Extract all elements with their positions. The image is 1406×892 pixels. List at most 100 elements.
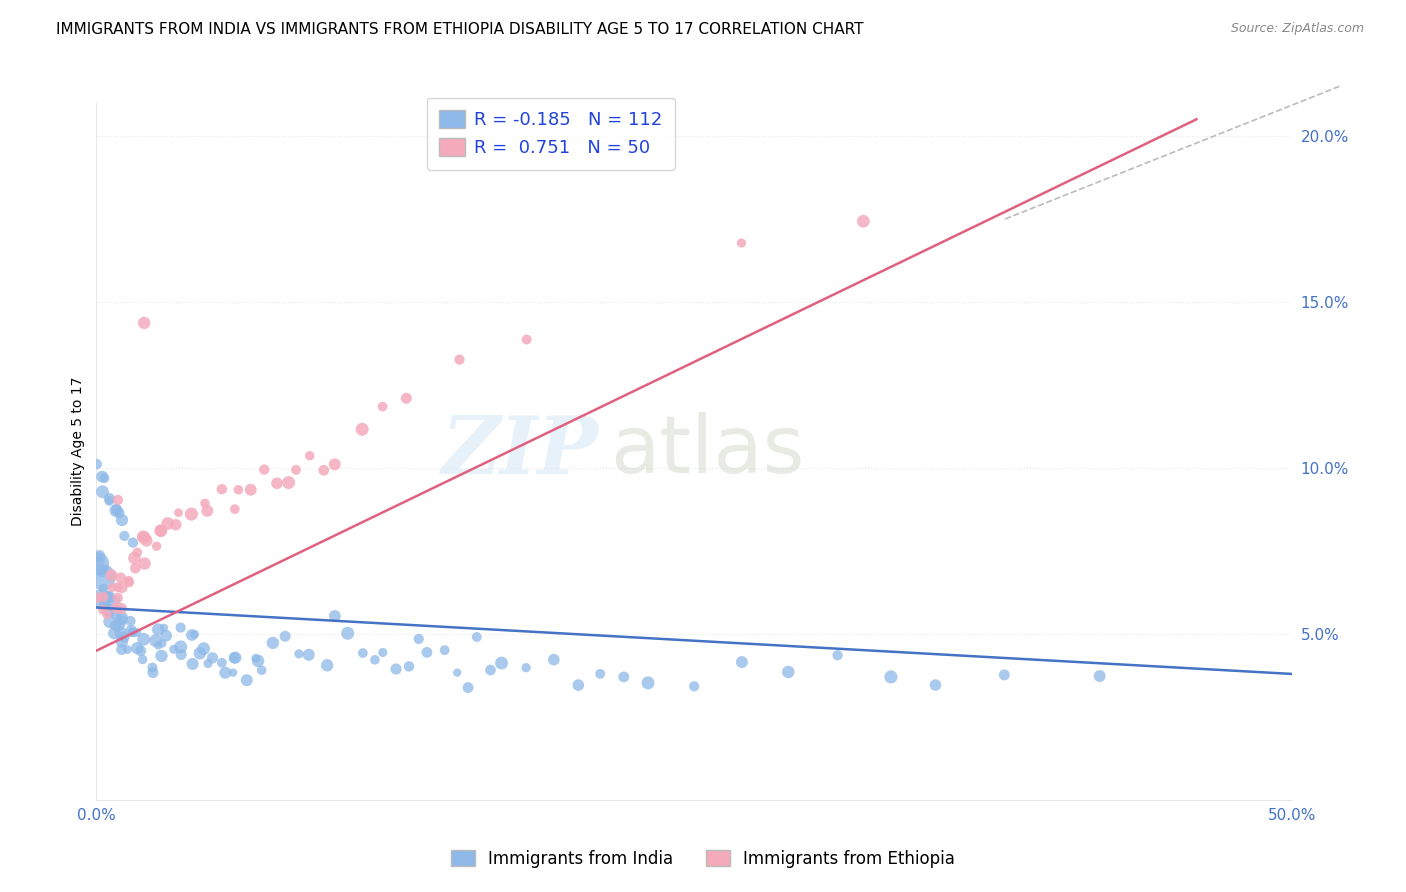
Point — [181, 657, 204, 671]
Point — [97, 603, 120, 617]
Point — [352, 646, 374, 660]
Point — [245, 651, 267, 665]
Text: ZIP: ZIP — [441, 413, 599, 491]
Point — [127, 641, 149, 656]
Point — [107, 591, 129, 605]
Point — [146, 638, 169, 652]
Point — [121, 625, 143, 640]
Point — [86, 557, 108, 571]
Point — [364, 653, 387, 667]
Point — [408, 632, 430, 646]
Point — [222, 665, 245, 680]
Point — [446, 665, 468, 680]
Legend: R = -0.185   N = 112, R =  0.751   N = 50: R = -0.185 N = 112, R = 0.751 N = 50 — [427, 98, 675, 169]
Point — [924, 678, 946, 692]
Point — [993, 668, 1015, 682]
Point — [150, 648, 173, 663]
Point — [266, 476, 288, 491]
Point — [98, 591, 121, 605]
Point — [398, 659, 420, 673]
Text: IMMIGRANTS FROM INDIA VS IMMIGRANTS FROM ETHIOPIA DISABILITY AGE 5 TO 17 CORRELA: IMMIGRANTS FROM INDIA VS IMMIGRANTS FROM… — [56, 22, 863, 37]
Point — [97, 603, 120, 617]
Point — [134, 530, 156, 544]
Point — [98, 494, 121, 508]
Point — [118, 575, 141, 590]
Point — [122, 625, 145, 640]
Point — [194, 496, 217, 510]
Point — [98, 605, 121, 619]
Point — [135, 533, 157, 548]
Point — [118, 574, 141, 588]
Point — [170, 640, 193, 654]
Point — [91, 603, 114, 617]
Point — [93, 582, 115, 596]
Point — [449, 352, 471, 367]
Point — [516, 333, 538, 347]
Point — [250, 663, 273, 677]
Point — [395, 392, 418, 406]
Point — [110, 571, 132, 585]
Point — [170, 648, 193, 662]
Point — [336, 626, 359, 640]
Point — [93, 563, 115, 577]
Point — [880, 670, 903, 684]
Point — [188, 646, 211, 660]
Point — [132, 632, 155, 647]
Point — [371, 645, 394, 659]
Point — [111, 613, 134, 627]
Point — [457, 681, 479, 695]
Point — [224, 502, 246, 516]
Point — [465, 630, 488, 644]
Point — [731, 655, 754, 669]
Point — [111, 610, 134, 624]
Point — [169, 621, 191, 635]
Point — [93, 471, 115, 485]
Point — [96, 590, 118, 604]
Point — [107, 580, 129, 594]
Point — [90, 592, 112, 607]
Point — [141, 660, 163, 674]
Point — [167, 506, 190, 520]
Point — [120, 624, 142, 638]
Point — [352, 422, 374, 436]
Point — [288, 647, 311, 661]
Point — [852, 214, 875, 228]
Point — [247, 654, 270, 668]
Point — [211, 482, 233, 496]
Point — [239, 483, 262, 497]
Point — [589, 666, 612, 681]
Point — [149, 524, 172, 538]
Point — [134, 557, 156, 571]
Point — [491, 656, 513, 670]
Point — [515, 661, 537, 675]
Point — [285, 463, 308, 477]
Point — [165, 517, 187, 532]
Point — [91, 469, 114, 483]
Point — [416, 645, 439, 659]
Point — [124, 551, 146, 566]
Point — [197, 657, 219, 671]
Point — [236, 673, 259, 688]
Point — [103, 626, 125, 640]
Point — [129, 644, 152, 658]
Point — [778, 665, 800, 679]
Point — [637, 676, 659, 690]
Point — [93, 597, 115, 611]
Point — [104, 618, 127, 632]
Legend: Immigrants from India, Immigrants from Ethiopia: Immigrants from India, Immigrants from E… — [444, 844, 962, 875]
Point — [150, 636, 173, 650]
Point — [86, 591, 108, 605]
Point — [111, 581, 134, 595]
Point — [224, 651, 246, 665]
Point — [298, 449, 321, 463]
Point — [145, 539, 167, 553]
Point — [312, 463, 335, 477]
Point — [298, 648, 321, 662]
Point — [479, 663, 502, 677]
Point — [224, 650, 246, 665]
Point — [91, 570, 114, 584]
Point — [101, 581, 124, 595]
Point — [683, 679, 706, 693]
Point — [156, 516, 179, 531]
Point — [105, 502, 128, 516]
